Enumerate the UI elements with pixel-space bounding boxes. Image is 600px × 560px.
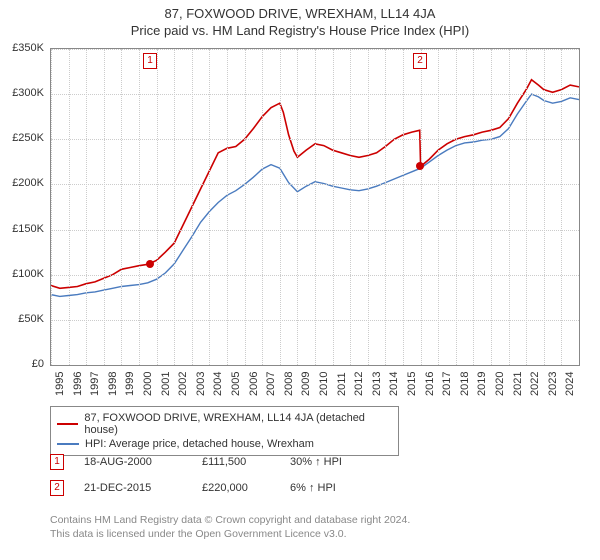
sale-row-date: 21-DEC-2015 [72, 482, 194, 494]
gridline-v [403, 49, 404, 365]
gridline-v [456, 49, 457, 365]
gridline-v [104, 49, 105, 365]
gridline-v [421, 49, 422, 365]
y-tick-label: £100K [8, 268, 44, 280]
gridline-v [209, 49, 210, 365]
x-tick-label: 2006 [248, 372, 260, 396]
x-tick-label: 2012 [353, 372, 365, 396]
x-tick-label: 2000 [142, 372, 154, 396]
footer-line1: Contains HM Land Registry data © Crown c… [50, 514, 410, 528]
legend-swatch-red [57, 423, 78, 425]
gridline-v [438, 49, 439, 365]
x-tick-label: 2014 [388, 372, 400, 396]
x-tick-label: 2001 [160, 372, 172, 396]
gridline-v [385, 49, 386, 365]
gridline-v [86, 49, 87, 365]
gridline-v [227, 49, 228, 365]
x-tick-label: 2018 [459, 372, 471, 396]
x-tick-label: 2008 [283, 372, 295, 396]
gridline-v [121, 49, 122, 365]
y-tick-label: £50K [8, 313, 44, 325]
sale-marker-dot [416, 162, 424, 170]
gridline-v [315, 49, 316, 365]
gridline-v [280, 49, 281, 365]
sale-row-hpi: 6% ↑ HPI [290, 482, 390, 494]
legend-row-red: 87, FOXWOOD DRIVE, WREXHAM, LL14 4JA (de… [57, 411, 392, 437]
x-tick-label: 2023 [547, 372, 559, 396]
gridline-v [139, 49, 140, 365]
sale-row-hpi: 30% ↑ HPI [290, 456, 390, 468]
x-tick-label: 2020 [494, 372, 506, 396]
legend-swatch-blue [57, 443, 79, 445]
sale-row-date: 18-AUG-2000 [72, 456, 194, 468]
x-tick-label: 1998 [107, 372, 119, 396]
x-tick-label: 1999 [124, 372, 136, 396]
sale-row-price: £220,000 [202, 482, 282, 494]
y-tick-label: £250K [8, 132, 44, 144]
x-tick-label: 2007 [265, 372, 277, 396]
x-tick-label: 2015 [406, 372, 418, 396]
gridline-v [368, 49, 369, 365]
gridline-v [297, 49, 298, 365]
chart-container: { "title_main": "87, FOXWOOD DRIVE, WREX… [0, 0, 600, 560]
footer: Contains HM Land Registry data © Crown c… [50, 514, 410, 541]
x-tick-label: 2024 [564, 372, 576, 396]
gridline-v [69, 49, 70, 365]
x-tick-label: 2003 [195, 372, 207, 396]
x-tick-label: 2013 [371, 372, 383, 396]
sale-row-marker: 2 [50, 480, 64, 496]
x-tick-label: 2016 [424, 372, 436, 396]
gridline-v [544, 49, 545, 365]
gridline-v [509, 49, 510, 365]
sale-marker-dot [146, 260, 154, 268]
sale-row: 1 18-AUG-2000 £111,500 30% ↑ HPI [50, 454, 390, 470]
sale-marker-box: 1 [143, 53, 157, 69]
gridline-v [174, 49, 175, 365]
gridline-v [192, 49, 193, 365]
gridline-v [262, 49, 263, 365]
sale-row-price: £111,500 [202, 456, 282, 468]
legend: 87, FOXWOOD DRIVE, WREXHAM, LL14 4JA (de… [50, 406, 399, 456]
gridline-v [245, 49, 246, 365]
sale-marker-box: 2 [413, 53, 427, 69]
x-tick-label: 2019 [476, 372, 488, 396]
x-tick-label: 2017 [441, 372, 453, 396]
gridline-v [526, 49, 527, 365]
plot-area: 12 [50, 48, 580, 366]
legend-label-blue: HPI: Average price, detached house, Wrex… [85, 438, 314, 450]
gridline-v [51, 49, 52, 365]
y-tick-label: £0 [8, 358, 44, 370]
gridline-v [157, 49, 158, 365]
x-tick-label: 2021 [512, 372, 524, 396]
gridline-v [333, 49, 334, 365]
y-tick-label: £300K [8, 87, 44, 99]
x-tick-label: 1995 [54, 372, 66, 396]
x-tick-label: 1996 [72, 372, 84, 396]
y-tick-label: £150K [8, 223, 44, 235]
title-main: 87, FOXWOOD DRIVE, WREXHAM, LL14 4JA [0, 0, 600, 21]
x-tick-label: 2011 [336, 372, 348, 396]
sale-row-marker: 1 [50, 454, 64, 470]
gridline-v [561, 49, 562, 365]
title-sub: Price paid vs. HM Land Registry's House … [0, 21, 600, 38]
x-tick-label: 2002 [177, 372, 189, 396]
legend-row-blue: HPI: Average price, detached house, Wrex… [57, 437, 392, 451]
x-tick-label: 2009 [300, 372, 312, 396]
gridline-v [473, 49, 474, 365]
y-tick-label: £200K [8, 177, 44, 189]
footer-line2: This data is licensed under the Open Gov… [50, 528, 410, 542]
x-tick-label: 2010 [318, 372, 330, 396]
gridline-v [350, 49, 351, 365]
x-tick-label: 2005 [230, 372, 242, 396]
legend-label-red: 87, FOXWOOD DRIVE, WREXHAM, LL14 4JA (de… [84, 412, 392, 436]
y-tick-label: £350K [8, 42, 44, 54]
x-tick-label: 2004 [212, 372, 224, 396]
x-tick-label: 2022 [529, 372, 541, 396]
sale-row: 2 21-DEC-2015 £220,000 6% ↑ HPI [50, 480, 390, 496]
gridline-v [491, 49, 492, 365]
x-tick-label: 1997 [89, 372, 101, 396]
